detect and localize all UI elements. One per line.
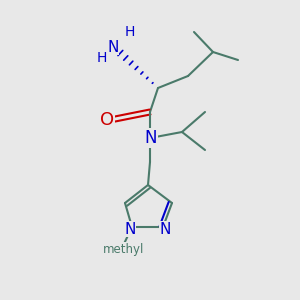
Text: N: N bbox=[107, 40, 119, 55]
Text: H: H bbox=[125, 25, 135, 39]
Text: methyl: methyl bbox=[103, 242, 145, 256]
Text: O: O bbox=[100, 111, 114, 129]
Text: N: N bbox=[124, 221, 136, 236]
Text: H: H bbox=[97, 51, 107, 65]
Text: N: N bbox=[145, 129, 157, 147]
Text: N: N bbox=[159, 221, 171, 236]
